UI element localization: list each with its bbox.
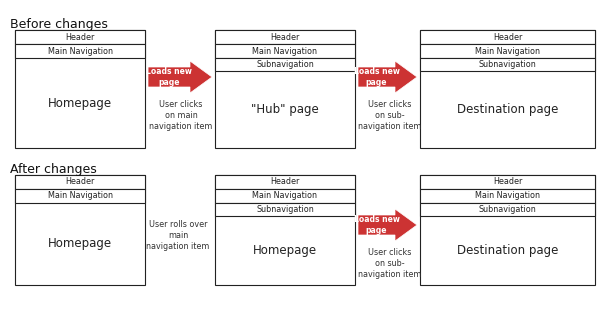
Text: Subnavigation: Subnavigation <box>256 60 314 69</box>
Text: User clicks
on sub-
navigation item: User clicks on sub- navigation item <box>358 248 422 279</box>
Text: Homepage: Homepage <box>48 96 112 109</box>
Text: Header: Header <box>270 177 300 187</box>
Text: Loads new
page: Loads new page <box>146 67 192 87</box>
Bar <box>215 58 355 71</box>
Text: Loads new
page: Loads new page <box>354 67 400 87</box>
Bar <box>15 189 145 203</box>
Bar <box>420 58 595 71</box>
Text: Subnavigation: Subnavigation <box>256 205 314 214</box>
Text: Header: Header <box>65 32 95 41</box>
Text: After changes: After changes <box>10 163 97 176</box>
Text: Destination page: Destination page <box>457 244 558 257</box>
Bar <box>15 44 145 58</box>
Bar <box>215 203 355 216</box>
Text: Homepage: Homepage <box>48 238 112 251</box>
Bar <box>420 175 595 285</box>
Bar <box>215 44 355 58</box>
Text: Header: Header <box>493 177 522 187</box>
Bar <box>15 30 145 148</box>
Polygon shape <box>358 61 417 93</box>
Bar <box>420 30 595 44</box>
Bar <box>15 30 145 44</box>
Bar <box>215 30 355 148</box>
Text: Header: Header <box>493 32 522 41</box>
Text: Main Navigation: Main Navigation <box>475 192 540 201</box>
Text: User rolls over
main
navigation item: User rolls over main navigation item <box>146 220 210 251</box>
Text: Header: Header <box>65 177 95 187</box>
Bar <box>420 30 595 148</box>
Bar <box>215 189 355 203</box>
Bar <box>15 175 145 285</box>
Polygon shape <box>358 209 417 241</box>
Bar <box>215 30 355 44</box>
Text: Main Navigation: Main Navigation <box>475 46 540 56</box>
Text: Main Navigation: Main Navigation <box>48 46 112 56</box>
Bar <box>420 203 595 216</box>
Bar <box>215 175 355 189</box>
Text: Homepage: Homepage <box>253 244 317 257</box>
Bar <box>420 175 595 189</box>
Text: User clicks
on sub-
navigation item: User clicks on sub- navigation item <box>358 100 422 131</box>
Text: User clicks
on main
navigation item: User clicks on main navigation item <box>149 100 213 131</box>
Text: Main Navigation: Main Navigation <box>253 46 317 56</box>
Text: Loads new
page: Loads new page <box>354 215 400 235</box>
Bar <box>215 175 355 285</box>
Text: Header: Header <box>270 32 300 41</box>
Text: Subnavigation: Subnavigation <box>479 205 536 214</box>
Text: Destination page: Destination page <box>457 103 558 116</box>
Text: Main Navigation: Main Navigation <box>253 192 317 201</box>
Text: Before changes: Before changes <box>10 18 108 31</box>
Bar <box>420 44 595 58</box>
Bar <box>420 189 595 203</box>
Bar <box>15 175 145 189</box>
Polygon shape <box>148 61 212 93</box>
Text: Subnavigation: Subnavigation <box>479 60 536 69</box>
Text: "Hub" page: "Hub" page <box>251 103 319 116</box>
Text: Main Navigation: Main Navigation <box>48 192 112 201</box>
